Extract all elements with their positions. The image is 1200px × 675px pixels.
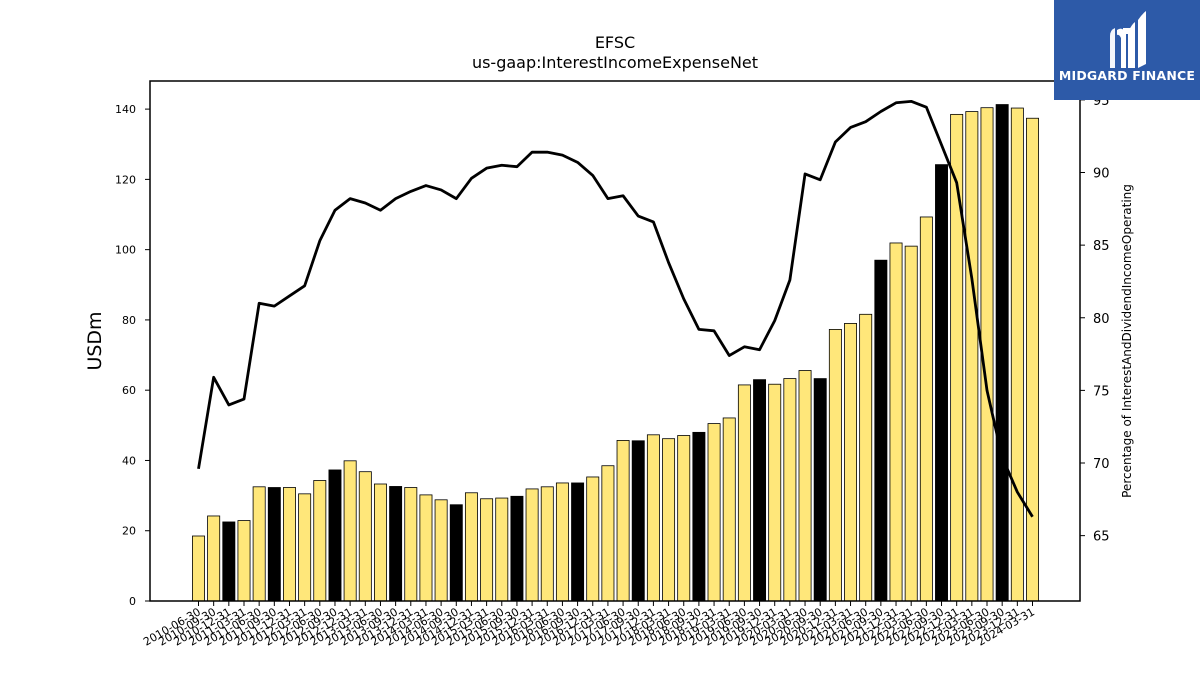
bar	[722, 417, 736, 602]
bar	[449, 504, 463, 602]
line-layer	[197, 99, 1034, 518]
y-axis: 0 20 40 60 80 100 120 140	[115, 103, 150, 608]
bar	[768, 383, 782, 602]
bar	[434, 499, 448, 602]
chart-title: EFSC	[595, 33, 635, 52]
midgard-logo-icon	[1110, 11, 1146, 68]
bar	[844, 323, 857, 602]
bar	[389, 486, 403, 602]
bar	[237, 520, 251, 602]
bar	[889, 242, 903, 602]
bar	[677, 435, 691, 602]
y2-tick-label: 70	[1093, 457, 1110, 472]
brand-logo: MIDGARD FINANCE	[1054, 0, 1200, 100]
y-tick-label: 120	[115, 173, 136, 186]
bar	[935, 164, 948, 602]
y2-tick-label: 85	[1093, 239, 1110, 254]
bar	[464, 492, 478, 602]
bar	[404, 487, 418, 602]
bar	[343, 460, 357, 602]
y-tick-label: 80	[122, 314, 136, 327]
bar	[373, 483, 387, 602]
bar	[965, 111, 979, 602]
bar	[904, 245, 918, 602]
bar	[616, 440, 630, 602]
bar	[1026, 117, 1039, 602]
bar	[707, 423, 721, 602]
bar	[555, 482, 569, 602]
bar	[1010, 107, 1024, 602]
bar	[510, 495, 524, 602]
bar	[571, 482, 585, 602]
bar	[252, 486, 266, 602]
bar	[222, 521, 236, 602]
series-line	[197, 99, 1034, 518]
bar	[692, 431, 706, 602]
brand-name: MIDGARD FINANCE	[1058, 68, 1196, 83]
bar	[662, 438, 676, 602]
bar	[419, 494, 433, 602]
y-tick-label: 100	[115, 244, 136, 257]
bar	[859, 313, 873, 602]
bar	[737, 384, 751, 602]
y-tick-label: 20	[122, 525, 136, 538]
y2-tick-label: 65	[1093, 530, 1110, 545]
bar	[298, 493, 312, 602]
chart-subtitle: us-gaap:InterestIncomeExpenseNet	[472, 53, 758, 72]
bar	[207, 515, 221, 602]
y2-tick-label: 75	[1093, 384, 1110, 399]
bar	[586, 476, 600, 602]
y-tick-label: 0	[129, 595, 136, 608]
bar	[192, 535, 205, 602]
bar	[480, 498, 494, 602]
y-tick-label: 40	[122, 454, 136, 467]
bar	[601, 465, 615, 602]
bar	[525, 488, 539, 602]
y-axis-label: USDm	[84, 311, 106, 370]
y2-tick-label: 90	[1093, 167, 1110, 182]
bar	[540, 486, 554, 602]
bar	[783, 378, 797, 602]
bar	[646, 434, 660, 602]
x-axis: 2010-06-302010-09-302010-12-312011-03-31…	[141, 601, 1037, 649]
bar	[631, 440, 645, 602]
bar	[267, 487, 281, 602]
y-tick-label: 60	[122, 384, 136, 397]
bar	[813, 378, 827, 602]
y2-axis-label: Percentage of InterestAndDividendIncomeO…	[1120, 184, 1134, 498]
bar	[874, 259, 888, 602]
bar	[495, 497, 509, 602]
bar	[753, 379, 767, 602]
bar	[358, 471, 372, 602]
bar	[798, 370, 812, 602]
bar	[313, 480, 327, 602]
y2-tick-label: 80	[1093, 312, 1110, 327]
bar	[328, 469, 342, 602]
bars-group	[192, 104, 1039, 602]
bar	[919, 216, 933, 602]
bar	[283, 487, 296, 602]
bar	[828, 329, 842, 602]
plot-frame	[149, 80, 1081, 602]
y-tick-label: 140	[115, 103, 136, 116]
bar	[995, 104, 1009, 602]
